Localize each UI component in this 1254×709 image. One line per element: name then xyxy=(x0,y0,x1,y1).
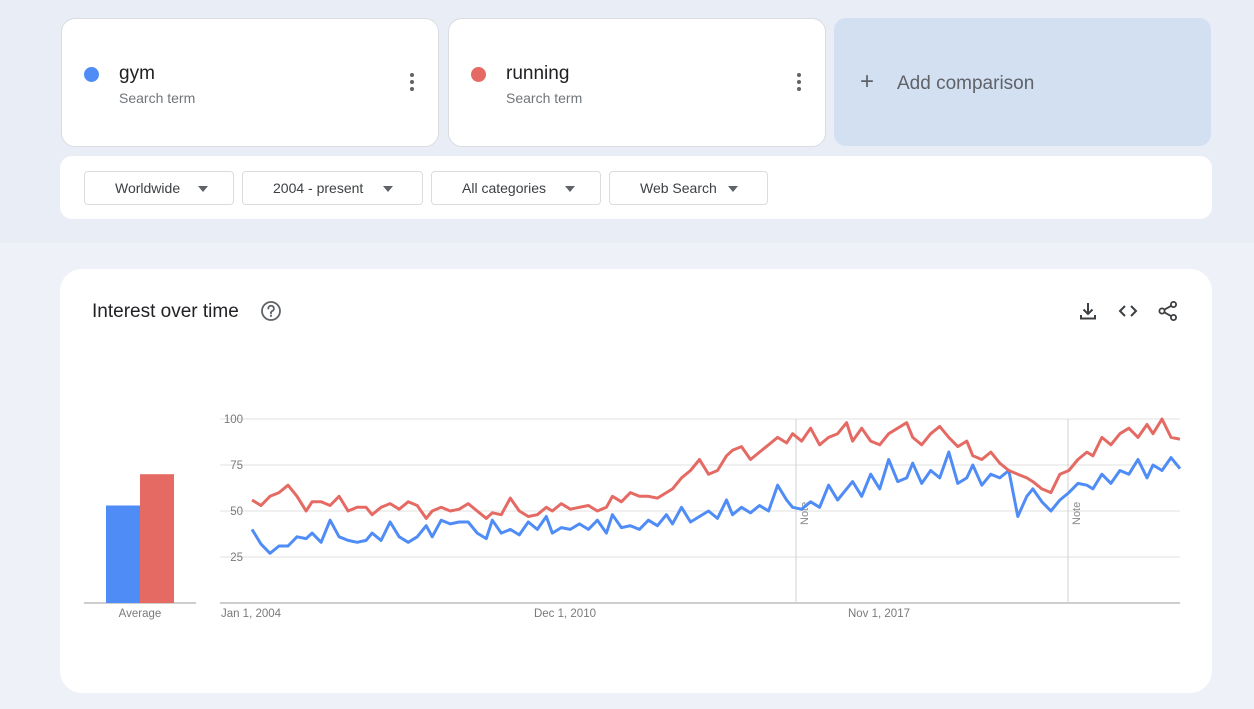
y-tick-label: 75 xyxy=(230,460,243,472)
region-dropdown[interactable]: Worldwide xyxy=(84,171,234,205)
chart-gridlines xyxy=(84,418,1180,604)
more-options-icon[interactable] xyxy=(795,73,803,93)
share-icon[interactable] xyxy=(1157,300,1179,322)
download-icon[interactable] xyxy=(1077,300,1099,322)
search-term-name[interactable]: running xyxy=(506,63,570,84)
section-title: Interest over time xyxy=(92,301,239,322)
help-circle-icon[interactable] xyxy=(260,300,282,322)
dropdown-label: 2004 - present xyxy=(273,180,364,196)
category-dropdown[interactable]: All categories xyxy=(431,171,601,205)
average-bar-gym xyxy=(106,505,140,603)
series-color-dot xyxy=(471,67,486,82)
caret-down-icon xyxy=(565,186,575,192)
y-tick-label: 25 xyxy=(230,552,243,564)
search-term-card-running[interactable]: running Search term xyxy=(448,18,826,147)
series-line-running xyxy=(251,417,1181,520)
time-range-dropdown[interactable]: 2004 - present xyxy=(242,171,423,205)
series-color-dot xyxy=(84,67,99,82)
dropdown-label: Web Search xyxy=(640,180,717,196)
search-term-subtitle: Search term xyxy=(506,90,583,106)
search-type-dropdown[interactable]: Web Search xyxy=(609,171,768,205)
x-tick-label: Dec 1, 2010 xyxy=(534,608,596,620)
dropdown-label: All categories xyxy=(462,180,547,196)
x-tick-label: Jan 1, 2004 xyxy=(221,608,282,620)
add-comparison-label: Add comparison xyxy=(897,73,1035,94)
caret-down-icon xyxy=(198,186,208,192)
more-options-icon[interactable] xyxy=(408,73,416,93)
series-line-gym xyxy=(250,450,1182,555)
filter-bar: Worldwide 2004 - present All categories … xyxy=(60,156,1212,219)
plus-icon: + xyxy=(860,68,875,95)
y-tick-label: 50 xyxy=(230,506,243,518)
x-tick-label: Nov 1, 2017 xyxy=(848,608,910,620)
embed-code-icon[interactable] xyxy=(1117,300,1139,322)
search-term-card-gym[interactable]: gym Search term xyxy=(61,18,439,147)
caret-down-icon xyxy=(728,186,738,192)
y-tick-label: 100 xyxy=(224,414,243,426)
caret-down-icon xyxy=(383,186,393,192)
average-bar-running xyxy=(140,474,174,603)
add-comparison-button[interactable]: + Add comparison xyxy=(834,18,1211,146)
interest-over-time-card: Interest over time 100 75 50 25 Jan 1, 2… xyxy=(60,269,1212,693)
search-term-subtitle: Search term xyxy=(119,90,196,106)
dropdown-label: Worldwide xyxy=(115,180,181,196)
note-label: Note xyxy=(1071,502,1083,525)
interest-over-time-chart: 100 75 50 25 Jan 1, 2004 Dec 1, 2010 Nov… xyxy=(84,414,1182,620)
search-term-name[interactable]: gym xyxy=(119,63,155,84)
average-label: Average xyxy=(119,608,162,620)
